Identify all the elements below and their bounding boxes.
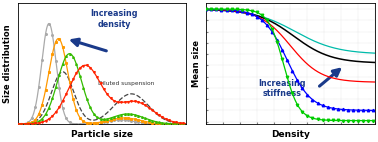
Text: Diluted suspension: Diluted suspension [98,81,154,86]
Y-axis label: Size distribution: Size distribution [3,24,12,103]
Y-axis label: Mean size: Mean size [192,40,201,87]
X-axis label: Particle size: Particle size [71,130,133,139]
Text: Increasing
stiffness: Increasing stiffness [258,79,306,98]
Text: Increasing
density: Increasing density [90,9,138,29]
X-axis label: Density: Density [271,130,310,139]
